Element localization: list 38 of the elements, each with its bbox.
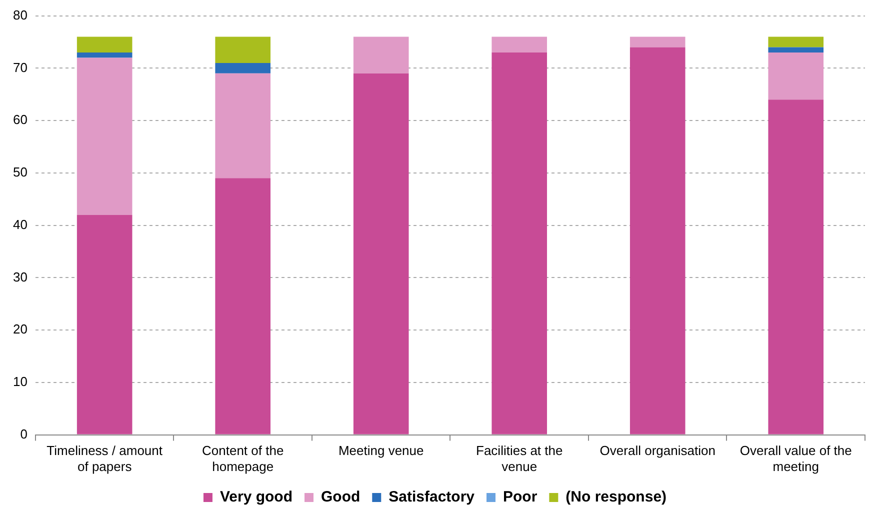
y-tick-label: 50 (12, 164, 28, 180)
x-tick-label: Overall value of the meeting (740, 443, 852, 474)
bar (353, 36, 409, 74)
x-tick-label: Overall organisation (600, 443, 716, 458)
bar (76, 36, 132, 52)
x-tick-label: Facilities at the venue (476, 443, 563, 474)
bar (630, 47, 686, 434)
y-tick-label: 70 (12, 60, 28, 75)
bar (492, 36, 548, 52)
y-tick-label: 80 (12, 7, 28, 22)
bar (76, 58, 132, 215)
x-tick-label: Meeting venue (338, 443, 424, 458)
y-tick-label: 0 (20, 426, 28, 442)
bar (768, 52, 824, 100)
y-tick-label: 20 (12, 322, 28, 337)
bar (768, 36, 824, 48)
bar (215, 73, 270, 178)
bar (215, 36, 270, 63)
bar (215, 62, 270, 74)
x-tick-label: Timeliness / amount of papers (46, 443, 163, 474)
legend-label: (No response) (566, 488, 667, 506)
bar (630, 36, 686, 48)
bar (768, 100, 824, 434)
bar (353, 73, 409, 434)
y-tick-label: 10 (12, 374, 28, 390)
bar (492, 52, 548, 434)
legend-label: Very good (220, 488, 293, 506)
legend-label: Good (320, 488, 360, 506)
y-tick-label: 30 (12, 269, 28, 284)
bar (76, 214, 132, 434)
bar (215, 178, 270, 434)
y-tick-label: 40 (12, 216, 28, 232)
legend-label: Satisfactory (388, 488, 476, 506)
y-tick-label: 60 (12, 112, 28, 128)
bar (768, 47, 824, 52)
x-tick-label: Content of the homepage (202, 443, 284, 474)
bar (76, 52, 132, 58)
legend-label: Poor (503, 488, 538, 506)
